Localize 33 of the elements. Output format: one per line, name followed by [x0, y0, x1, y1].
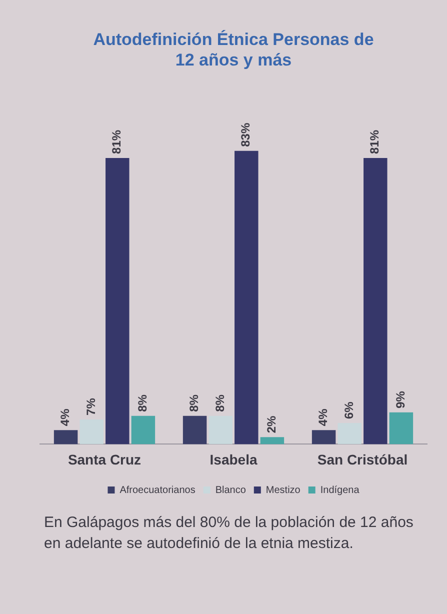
data-label: 8%: [136, 394, 150, 412]
data-label: 9%: [394, 390, 408, 408]
data-label: 6%: [342, 401, 356, 419]
bar: [182, 416, 207, 444]
chart-title: Autodefinición Étnica Personas de 12 años y más: [93, 28, 374, 70]
legend-label: Afroecuatorianos: [120, 484, 196, 496]
bar: [338, 422, 362, 444]
bar: [260, 437, 284, 444]
bar: [106, 158, 130, 444]
legend-label: Blanco: [215, 484, 246, 496]
data-label: 8%: [212, 394, 227, 412]
x-tick-label: Santa Cruz: [68, 451, 142, 468]
bar: [54, 430, 78, 444]
legend-label: Mestizo: [266, 484, 301, 496]
bar: [131, 416, 156, 444]
legend-label: Indígena: [320, 484, 360, 496]
data-label: 81%: [110, 130, 124, 154]
data-label: 7%: [84, 398, 98, 416]
bar: [80, 419, 104, 444]
bar: [208, 416, 232, 444]
bar: [312, 430, 336, 444]
bar: [389, 412, 414, 444]
data-label: 4%: [316, 408, 330, 426]
x-tick-label: San Cristóbal: [317, 451, 408, 468]
data-label: 81%: [368, 130, 382, 154]
bar: [234, 150, 258, 444]
data-label: 4%: [58, 408, 72, 426]
data-label: 83%: [238, 122, 253, 147]
data-label: 2%: [264, 415, 279, 434]
text: En Galápagos más del 80% de la población de 12 años en adelante se autodefinió de la etnia mestiza.: [44, 513, 414, 554]
x-tick-label: Isabela: [210, 451, 258, 468]
data-label: 8%: [187, 394, 202, 412]
bar: [364, 158, 388, 444]
